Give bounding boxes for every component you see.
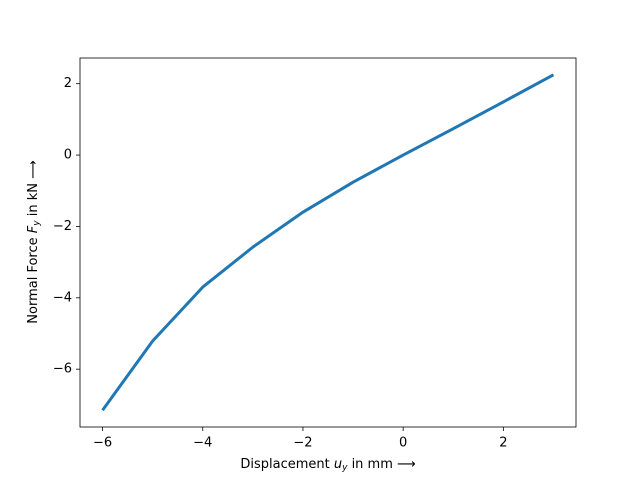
y-label-part: F [26, 225, 41, 233]
y-tick-label: −2 [53, 219, 72, 234]
x-tick-label: −6 [93, 436, 112, 451]
x-tick-label: −2 [293, 436, 312, 451]
x-tick-label: 0 [399, 436, 407, 451]
y-label-part: Normal Force [26, 233, 41, 323]
data-line [101, 73, 555, 412]
y-tick-label: −6 [53, 362, 72, 377]
plot-frame [79, 57, 577, 428]
y-axis-label: Normal Force Fy in kN ⟶ [26, 160, 42, 323]
y-tick-label: 2 [64, 76, 72, 91]
y-label-part: in kN ⟶ [26, 160, 41, 220]
y-label-part: y [32, 220, 42, 227]
x-tick-label: −4 [193, 436, 212, 451]
x-axis-label: Displacement uy in mm ⟶ [240, 457, 415, 473]
y-tick-label: −4 [53, 290, 72, 305]
x-label-part: y [341, 463, 348, 473]
x-label-part: Displacement [240, 457, 334, 472]
y-tick-label: 0 [64, 148, 72, 163]
x-tick-label: 2 [499, 436, 507, 451]
x-label-part: u [334, 457, 342, 472]
x-label-part: in mm ⟶ [347, 457, 415, 472]
